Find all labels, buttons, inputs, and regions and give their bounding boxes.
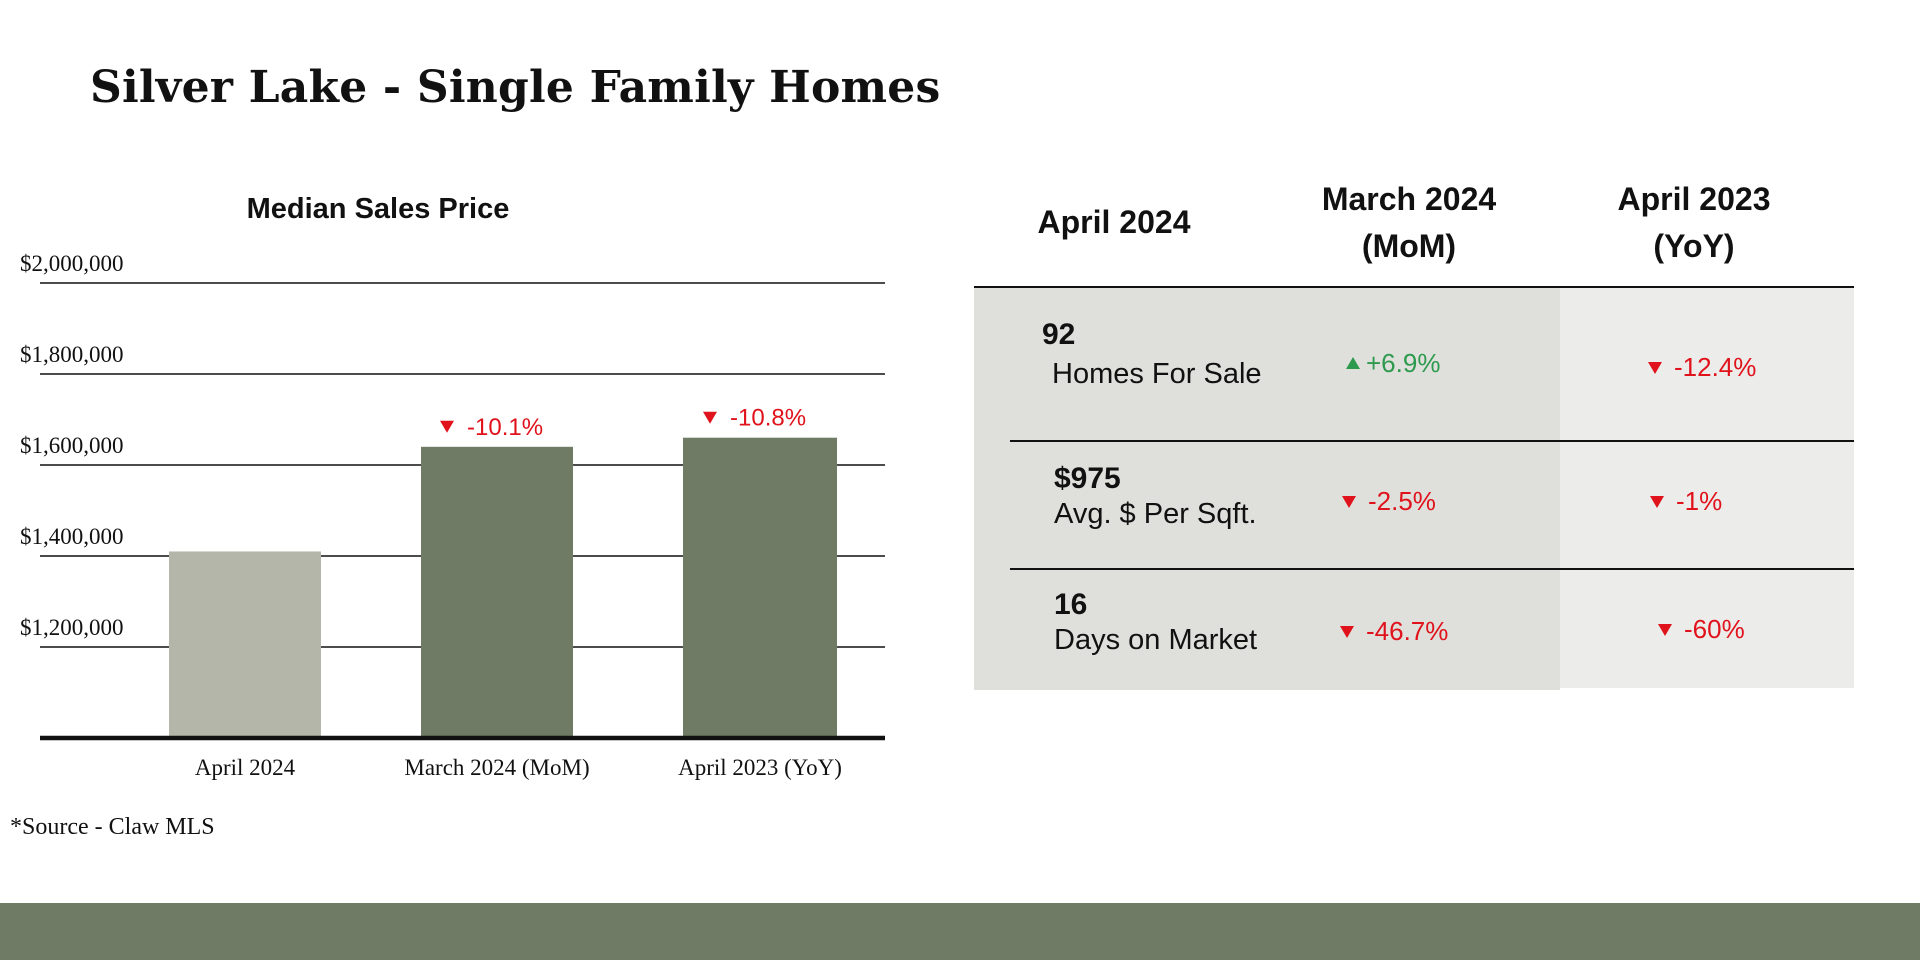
y-tick-label: $1,400,000 (20, 524, 124, 549)
header-april-2024: April 2024 (974, 199, 1254, 246)
stat-row-price-per-sqft: $975 Avg. $ Per Sqft. -2.5% -1% (1010, 462, 1854, 562)
source-note: *Source - Claw MLS (10, 814, 215, 840)
trend-arrow-icon (1648, 362, 1662, 375)
mom-change: +6.9% (1346, 348, 1440, 379)
mom-change-value: +6.9% (1366, 348, 1441, 378)
page-title: Silver Lake - Single Family Homes (90, 62, 941, 113)
metric: 92 Homes For Sale (1042, 318, 1262, 391)
column-bg-yoy (1560, 288, 1854, 688)
median-price-chart: Median Sales Price $1,200,000 $1,400,000 $1… (20, 193, 885, 780)
header-march-2024: March 2024 (MoM) (1274, 176, 1544, 270)
mom-change: -46.7% (1340, 616, 1448, 647)
row-divider (1010, 440, 1854, 442)
bar (421, 446, 573, 738)
yoy-change: -60% (1658, 614, 1745, 645)
trend-arrow-icon (1340, 626, 1354, 639)
mom-change-value: -2.5% (1368, 486, 1436, 516)
x-tick-label: March 2024 (MoM) (404, 755, 589, 780)
trend-arrow-icon (1342, 496, 1356, 509)
metric: $975 Avg. $ Per Sqft. (1054, 462, 1257, 531)
metric-value: $975 (1054, 462, 1121, 495)
trend-arrow-icon (1658, 624, 1672, 637)
header-divider (974, 286, 1854, 288)
metric-label: Avg. $ Per Sqft. (1054, 498, 1257, 530)
metric: 16 Days on Market (1054, 588, 1257, 657)
metric-value: 16 (1054, 588, 1088, 621)
metric-label: Homes For Sale (1052, 358, 1262, 390)
trend-arrow-icon (1346, 357, 1360, 370)
bar (169, 551, 321, 738)
trend-arrow-icon (1650, 496, 1664, 509)
header-march-2024-line1: March 2024 (1321, 181, 1497, 217)
x-tick-label: April 2023 (YoY) (678, 755, 842, 780)
yoy-change: -1% (1650, 486, 1722, 517)
yoy-change-value: -1% (1676, 486, 1723, 516)
down-arrow-icon (703, 411, 717, 424)
header-march-2024-line2: (MoM) (1361, 228, 1457, 264)
metric-label: Days on Market (1054, 624, 1258, 656)
footer-bar (0, 903, 1920, 960)
header-april-2024-text: April 2024 (1037, 204, 1191, 240)
x-tick-label: April 2024 (195, 755, 296, 780)
row-divider (1010, 568, 1854, 570)
chart-title: Median Sales Price (247, 193, 510, 225)
column-bg-mom (1312, 288, 1560, 690)
stats-header: April 2024 March 2024 (MoM) April 2023 (… (974, 176, 1854, 288)
bar-change-label: -10.8% (730, 405, 806, 432)
header-april-2023-line2: (YoY) (1653, 228, 1735, 264)
stat-row-days-on-market: 16 Days on Market -46.7% -60% (1010, 588, 1854, 688)
stats-table: April 2024 March 2024 (MoM) April 2023 (… (974, 176, 1854, 690)
yoy-change-value: -60% (1684, 614, 1745, 644)
y-tick-label: $1,600,000 (20, 433, 124, 458)
y-tick-label: $1,800,000 (20, 342, 124, 367)
header-april-2023: April 2023 (YoY) (1554, 176, 1834, 270)
column-bg-current (974, 288, 1312, 690)
bar-change-label: -10.1% (467, 414, 543, 441)
mom-change-value: -46.7% (1366, 616, 1449, 646)
bar (683, 437, 837, 738)
header-april-2023-line1: April 2023 (1617, 181, 1771, 217)
mom-change: -2.5% (1342, 486, 1436, 517)
down-arrow-icon (440, 420, 454, 433)
yoy-change-value: -12.4% (1674, 352, 1757, 382)
metric-value: 92 (1042, 318, 1076, 351)
y-tick-label: $1,200,000 (20, 615, 124, 640)
stat-row-homes-for-sale: 92 Homes For Sale +6.9% -12.4% (1010, 318, 1854, 438)
yoy-change: -12.4% (1648, 352, 1756, 383)
y-tick-label: $2,000,000 (20, 251, 124, 276)
